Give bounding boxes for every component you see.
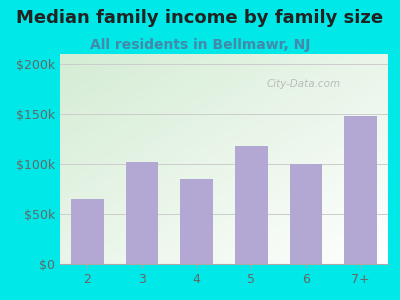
Text: City-Data.com: City-Data.com: [267, 79, 341, 89]
Bar: [126, 162, 158, 264]
Bar: [235, 146, 268, 264]
Bar: [71, 199, 104, 264]
Text: Median family income by family size: Median family income by family size: [16, 9, 384, 27]
Bar: [344, 116, 377, 264]
Text: All residents in Bellmawr, NJ: All residents in Bellmawr, NJ: [90, 38, 310, 52]
Bar: [290, 164, 322, 264]
Bar: [180, 179, 213, 264]
